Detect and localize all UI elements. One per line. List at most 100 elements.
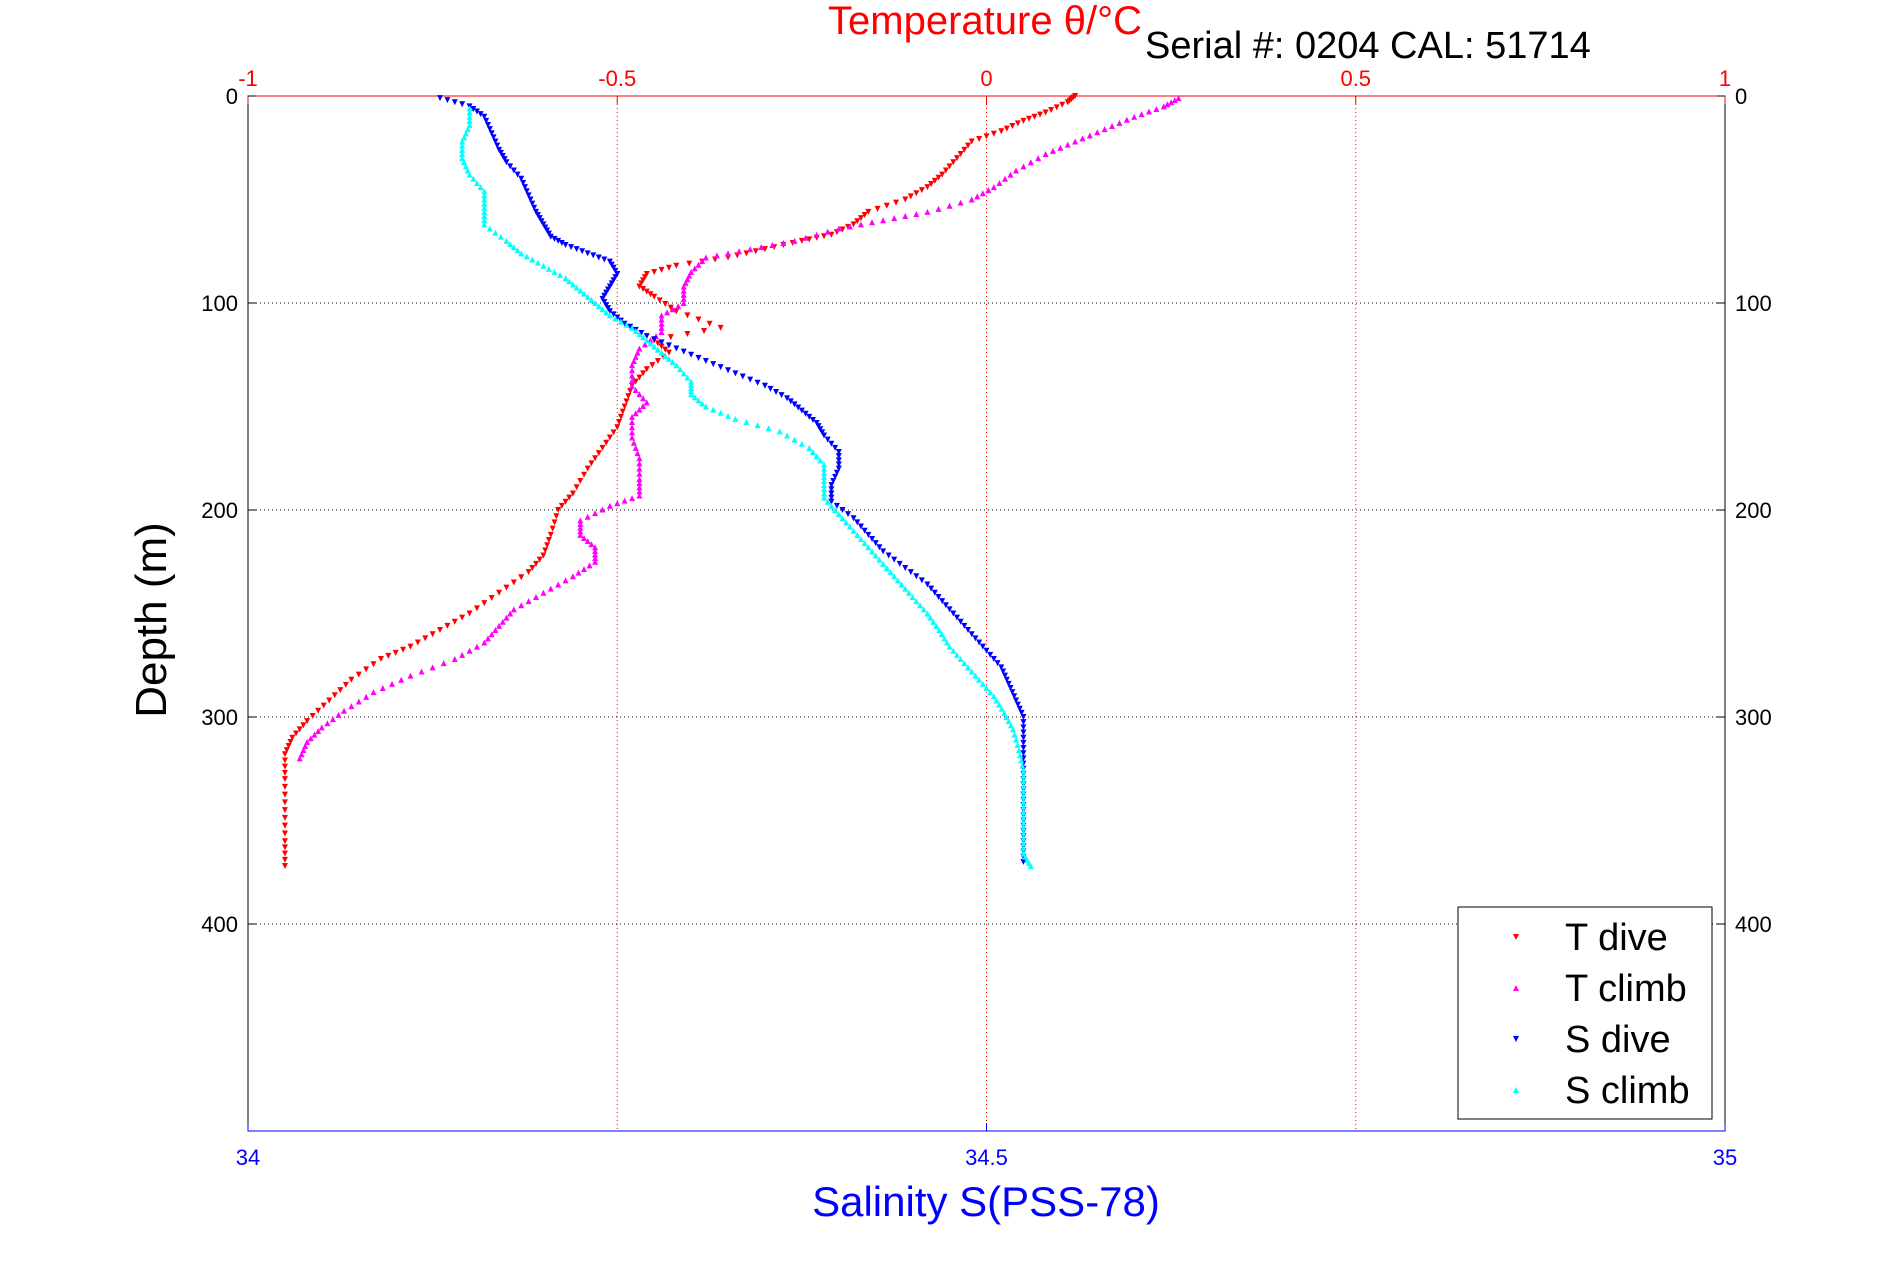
data-point-interp bbox=[621, 497, 628, 504]
data-point-interp bbox=[1037, 111, 1044, 118]
data-point-interp bbox=[1000, 668, 1007, 675]
data-point bbox=[636, 345, 643, 352]
data-point bbox=[377, 656, 384, 663]
data-point-interp bbox=[710, 361, 717, 368]
data-point-interp bbox=[780, 239, 787, 246]
data-point-interp bbox=[525, 598, 532, 605]
data-point-interp bbox=[281, 769, 288, 776]
depth-tick-label-left: 300 bbox=[201, 705, 238, 730]
data-point-interp bbox=[979, 680, 986, 687]
data-point bbox=[939, 598, 946, 605]
data-point-interp bbox=[603, 439, 610, 446]
data-point bbox=[1020, 809, 1027, 816]
data-point-interp bbox=[830, 478, 837, 485]
data-point-interp bbox=[324, 720, 331, 727]
data-point-interp bbox=[636, 488, 643, 495]
data-point bbox=[510, 606, 517, 613]
data-point-interp bbox=[507, 610, 514, 617]
data-point-interp bbox=[599, 306, 606, 313]
data-point-interp bbox=[664, 309, 671, 316]
data-point bbox=[894, 577, 901, 584]
data-point-interp bbox=[300, 747, 307, 754]
data-point bbox=[606, 312, 613, 319]
data-point-interp bbox=[617, 318, 624, 325]
data-point-interp bbox=[765, 425, 772, 432]
data-point bbox=[1020, 829, 1027, 836]
data-point-interp bbox=[355, 698, 362, 705]
data-point-interp bbox=[695, 316, 702, 323]
data-point-interp bbox=[828, 490, 835, 497]
data-point-interp bbox=[699, 400, 706, 407]
data-point bbox=[437, 627, 444, 634]
data-point-interp bbox=[527, 196, 534, 203]
data-point-interp bbox=[1007, 171, 1014, 178]
data-point-interp bbox=[898, 581, 905, 588]
data-point-interp bbox=[1079, 135, 1086, 142]
legend: T dive T climb S dive S climb bbox=[1457, 906, 1713, 1120]
data-point-interp bbox=[459, 146, 466, 153]
data-point-interp bbox=[891, 215, 898, 222]
data-point-interp bbox=[459, 142, 466, 149]
data-point-interp bbox=[684, 331, 691, 338]
temperature-tick-label: 0.5 bbox=[1340, 66, 1371, 91]
data-point-interp bbox=[545, 537, 552, 544]
data-point bbox=[968, 631, 975, 638]
data-point-interp bbox=[667, 334, 674, 341]
data-point-interp bbox=[946, 202, 953, 209]
salinity-tick-label: 34.5 bbox=[965, 1145, 1008, 1170]
data-point bbox=[370, 689, 377, 696]
data-point-interp bbox=[688, 387, 695, 394]
data-point bbox=[939, 171, 946, 178]
data-point bbox=[673, 308, 680, 315]
data-point-interp bbox=[669, 358, 676, 365]
data-point-interp bbox=[1007, 722, 1014, 729]
data-point-interp bbox=[813, 231, 820, 238]
data-point-interp bbox=[824, 436, 831, 443]
data-point-interp bbox=[662, 352, 669, 359]
data-point-interp bbox=[606, 434, 613, 441]
data-point-interp bbox=[595, 303, 602, 310]
data-point-interp bbox=[499, 618, 506, 625]
data-point bbox=[533, 208, 540, 215]
data-point bbox=[621, 403, 628, 410]
legend-marker bbox=[1513, 934, 1519, 940]
data-point-interp bbox=[481, 200, 488, 207]
data-point-interp bbox=[608, 261, 615, 268]
data-point-interp bbox=[695, 261, 702, 268]
data-point-interp bbox=[518, 574, 525, 581]
data-point bbox=[998, 664, 1005, 671]
data-point-interp bbox=[630, 439, 637, 446]
data-point-interp bbox=[459, 614, 466, 621]
data-point-interp bbox=[798, 440, 805, 447]
data-point-interp bbox=[806, 413, 813, 420]
data-point-interp bbox=[1020, 814, 1027, 821]
data-point-interp bbox=[654, 340, 661, 347]
data-point bbox=[1101, 126, 1108, 133]
data-point-interp bbox=[832, 507, 839, 513]
data-point-interp bbox=[577, 520, 584, 527]
data-point bbox=[481, 639, 488, 646]
data-point-interp bbox=[534, 212, 541, 219]
data-point-interp bbox=[617, 413, 624, 420]
data-point-interp bbox=[857, 535, 864, 542]
data-point-interp bbox=[802, 410, 809, 417]
data-point-interp bbox=[828, 440, 835, 447]
data-point bbox=[1010, 726, 1017, 733]
data-point bbox=[658, 349, 665, 356]
data-point bbox=[281, 751, 288, 758]
data-point-interp bbox=[636, 406, 643, 413]
data-point-interp bbox=[680, 287, 687, 294]
data-point-interp bbox=[466, 113, 473, 120]
data-point bbox=[1175, 95, 1182, 102]
data-point bbox=[496, 146, 503, 153]
data-point-interp bbox=[907, 569, 914, 576]
data-point-interp bbox=[824, 498, 831, 505]
data-point-interp bbox=[1171, 97, 1178, 104]
data-point-interp bbox=[636, 480, 643, 487]
data-point-interp bbox=[979, 190, 986, 197]
data-point-interp bbox=[459, 150, 466, 157]
data-point-interp bbox=[614, 314, 621, 321]
data-point-interp bbox=[976, 135, 983, 142]
data-point-interp bbox=[355, 671, 362, 678]
data-point-interp bbox=[839, 515, 846, 522]
